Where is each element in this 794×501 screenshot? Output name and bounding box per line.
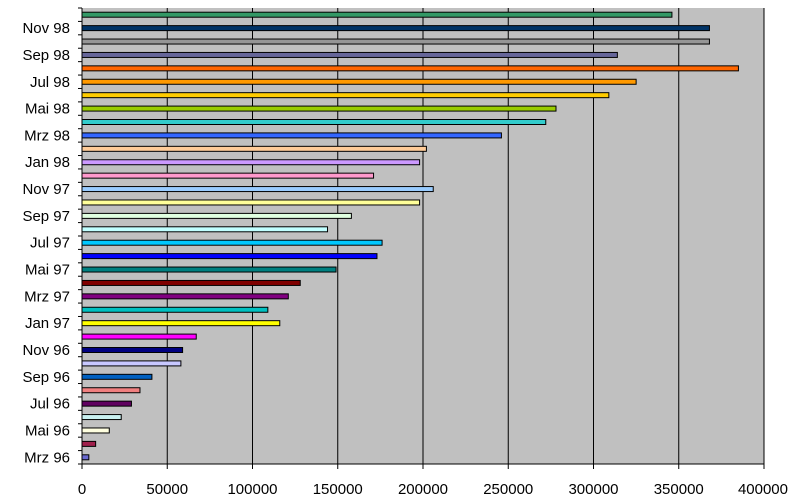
bar xyxy=(81,38,710,45)
bar xyxy=(81,306,269,313)
y-tick-label: Jan 98 xyxy=(25,154,70,171)
x-tick-label: 100000 xyxy=(227,481,277,498)
bar xyxy=(81,454,90,461)
bar xyxy=(81,199,421,206)
y-tick-label: Nov 96 xyxy=(22,342,70,359)
bar xyxy=(81,293,289,300)
bar xyxy=(81,239,383,246)
bars xyxy=(81,11,739,461)
y-tick-label: Jul 96 xyxy=(30,396,70,413)
bar xyxy=(81,320,281,327)
bar xyxy=(81,78,637,85)
y-tick-label: Jan 97 xyxy=(25,315,70,332)
y-tick-label: Sep 97 xyxy=(22,208,70,225)
x-tick-label: 0 xyxy=(78,481,86,498)
y-tick-label: Nov 97 xyxy=(22,181,70,198)
bar xyxy=(81,25,710,32)
y-tick-label: Mrz 98 xyxy=(24,127,70,144)
y-tick-label: Mai 96 xyxy=(25,422,70,439)
y-tick-label: Sep 98 xyxy=(22,47,70,64)
y-axis-ticks: Mrz 96 Mai 96 Jul 96 Sep 96 Nov 96 Jan 97 Mrz … xyxy=(22,7,82,466)
bar xyxy=(81,333,197,340)
y-tick-label: Jul 98 xyxy=(30,74,70,91)
bar xyxy=(81,11,673,18)
x-tick-label: 400000 xyxy=(738,481,788,498)
bar xyxy=(81,51,618,58)
y-tick-label: Jul 97 xyxy=(30,235,70,252)
bar xyxy=(81,132,502,139)
x-tick-label: 200000 xyxy=(398,481,448,498)
bar xyxy=(81,387,141,394)
bar xyxy=(81,226,329,233)
x-tick-label: 250000 xyxy=(483,481,533,498)
bar xyxy=(81,266,337,273)
bar xyxy=(81,145,427,152)
y-tick-label: Nov 98 xyxy=(22,20,70,37)
y-tick-label: Mrz 97 xyxy=(24,288,70,305)
bar xyxy=(81,92,610,99)
x-axis-ticks: 0 50000 100000 150000 200000 250000 300000 3500… xyxy=(78,464,788,498)
bar xyxy=(81,373,153,380)
y-tick-label: Mai 97 xyxy=(25,262,70,279)
y-tick-label: Mai 98 xyxy=(25,101,70,118)
bar xyxy=(81,253,378,260)
y-tick-label: Mrz 96 xyxy=(24,449,70,466)
bar xyxy=(81,440,97,447)
y-tick-label: Sep 96 xyxy=(22,369,70,386)
x-tick-label: 150000 xyxy=(313,481,363,498)
bar xyxy=(81,427,110,434)
bar xyxy=(81,414,122,421)
bar xyxy=(81,279,301,286)
bar xyxy=(81,212,352,219)
x-tick-label: 350000 xyxy=(654,481,704,498)
bar xyxy=(81,105,557,112)
bar xyxy=(81,400,132,407)
x-tick-label: 50000 xyxy=(146,481,188,498)
bar xyxy=(81,159,421,166)
bar xyxy=(81,360,182,367)
bar xyxy=(81,186,434,193)
bar xyxy=(81,65,739,72)
bar xyxy=(81,347,184,353)
bar xyxy=(81,119,547,125)
x-tick-label: 300000 xyxy=(568,481,618,498)
bar xyxy=(81,172,375,179)
